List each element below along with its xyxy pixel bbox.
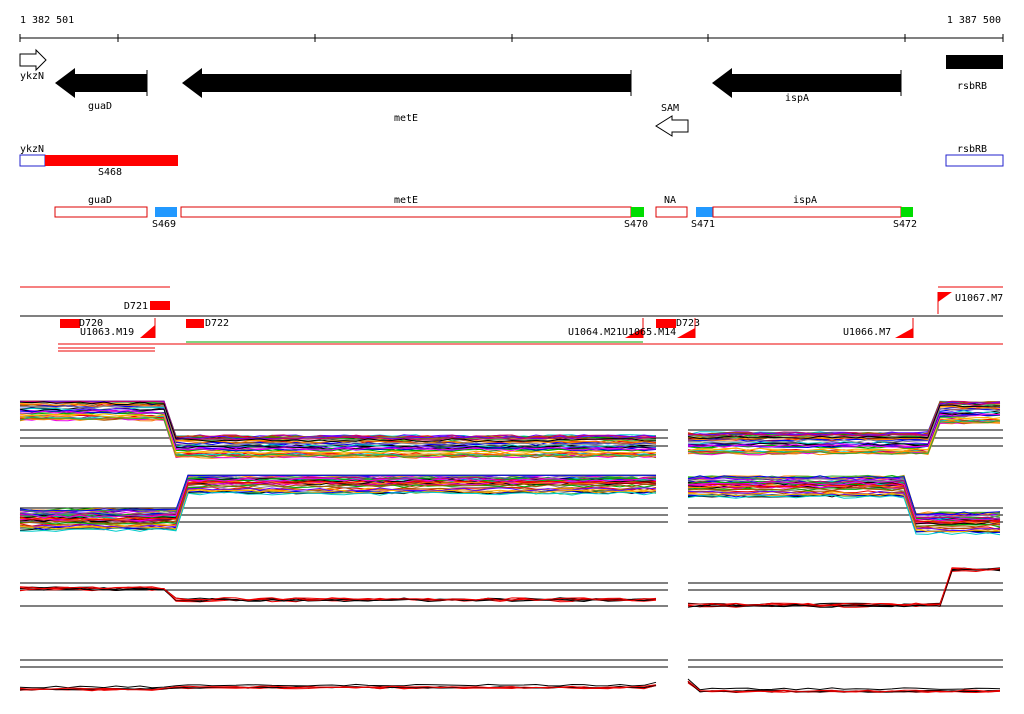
profile <box>687 567 1001 607</box>
profile <box>19 684 657 691</box>
segment-label: metE <box>394 195 418 206</box>
segment-label: S470 <box>624 219 648 230</box>
feature-track <box>20 286 1003 352</box>
ruler <box>19 34 1004 42</box>
profile <box>687 569 1001 608</box>
profile <box>19 479 657 521</box>
profile <box>687 413 1001 448</box>
profile <box>688 484 1001 525</box>
profile <box>687 483 1001 524</box>
profile <box>19 405 657 447</box>
profile <box>687 402 1001 438</box>
feature-label: D722 <box>205 318 229 329</box>
profile <box>19 491 657 532</box>
feature-label: U1067.M7 <box>955 293 1003 304</box>
feature-label: U1066.M7 <box>843 327 891 338</box>
ruler-end: 1 387 500 <box>947 15 1001 26</box>
profile <box>688 412 1001 447</box>
profile <box>687 494 1001 536</box>
segment-label: guaD <box>88 195 112 206</box>
segment-label: S471 <box>691 219 715 230</box>
profile <box>687 481 1001 522</box>
profile <box>19 400 657 441</box>
profile <box>688 567 1001 607</box>
profile <box>687 407 1001 443</box>
profile <box>687 474 1001 515</box>
profile <box>19 681 657 689</box>
segment-label: S472 <box>893 219 917 230</box>
profile <box>19 489 657 530</box>
profile <box>20 409 657 452</box>
expression-panels <box>19 400 1003 694</box>
profile <box>687 568 1001 608</box>
segment-label: NA <box>664 195 676 206</box>
feature-label: D723 <box>676 318 700 329</box>
ruler-start: 1 382 501 <box>20 15 74 26</box>
profile <box>19 413 657 455</box>
profile <box>688 402 1001 438</box>
profile <box>19 401 657 443</box>
profile <box>687 475 1001 516</box>
gene-label: ispA <box>785 93 809 104</box>
profile <box>687 567 1001 607</box>
profile <box>19 483 657 525</box>
profile <box>19 477 657 519</box>
segment-label: ykzN <box>20 144 44 155</box>
gene-label: ykzN <box>20 71 44 82</box>
feature-label: D720 <box>79 318 103 329</box>
profile <box>687 680 1001 693</box>
gene-label: guaD <box>88 101 112 112</box>
profile <box>687 401 1001 436</box>
profile <box>687 678 1001 691</box>
gene-label: rsbRB <box>957 81 987 92</box>
feature-label: U1063.M19 <box>80 327 134 338</box>
feature-label: U1064.M21 <box>568 327 622 338</box>
profile <box>19 587 657 603</box>
profile <box>687 404 1001 440</box>
segment-label: S468 <box>98 167 122 178</box>
profile <box>687 410 1001 446</box>
profile <box>19 410 657 452</box>
profile <box>19 586 657 601</box>
profile <box>687 568 1001 608</box>
profile <box>687 411 1001 447</box>
profile <box>687 492 1001 533</box>
profile <box>687 419 1001 455</box>
feature-label: U1065.M14 <box>622 327 676 338</box>
profile <box>19 416 657 458</box>
profile <box>687 490 1001 532</box>
profile <box>19 474 657 512</box>
gene-track <box>19 48 1003 137</box>
segment-label: ispA <box>793 195 817 206</box>
segment-track <box>19 154 1004 218</box>
profile <box>687 405 1000 441</box>
segment-label: S469 <box>152 219 176 230</box>
profile <box>687 416 1001 452</box>
profile <box>19 489 657 531</box>
feature-label: D721 <box>124 301 148 312</box>
profile <box>687 478 1001 519</box>
gene-label: SAM <box>661 103 679 114</box>
gene-label: metE <box>394 113 418 124</box>
segment-label: rsbRB <box>957 144 987 155</box>
profile <box>687 486 1001 528</box>
